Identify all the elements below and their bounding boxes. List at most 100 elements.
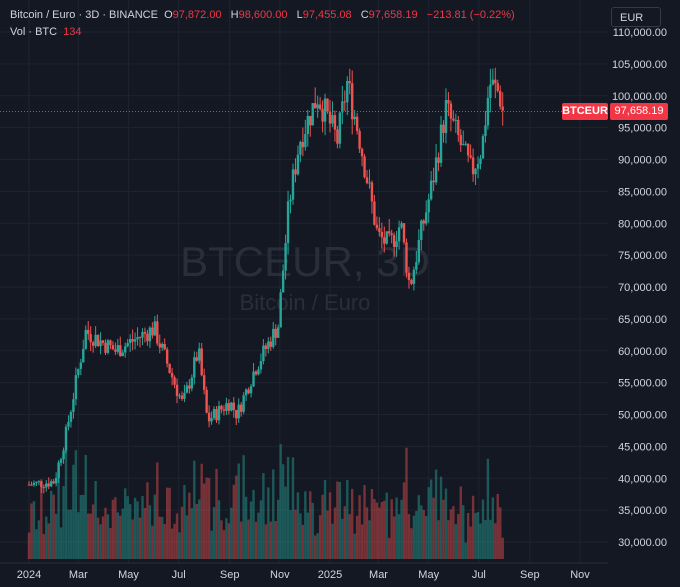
candle-body [425,212,428,224]
candle-body [338,112,342,144]
candle-body [412,269,416,284]
volume-bar [170,528,174,559]
candle-body [237,404,240,419]
volume-bar [417,495,421,559]
volume-bar [272,469,275,559]
volume-bar [59,527,63,559]
candle-body [168,363,171,374]
volume-bar [220,520,223,559]
volume-bar [222,530,226,559]
volume-bar [99,524,102,559]
volume-bar [239,521,243,559]
candle-body [427,199,430,213]
volume-bar [96,517,100,559]
candle-body [143,332,147,334]
y-tick-label: 55,000.00 [618,378,667,390]
candle-body [45,483,48,488]
candle-body [220,405,223,410]
candle-body [77,368,80,376]
candle-body [225,403,228,411]
currency-button[interactable]: EUR [611,7,661,27]
watermark-ticker: BTCEUR, 3D [180,238,430,285]
volume-bar [474,512,477,559]
volume-bar [165,487,169,559]
volume-bar [469,526,472,559]
candle-body [227,403,231,411]
volume-bar [161,516,164,559]
volume-bar [476,512,480,559]
volume-bar [69,509,73,559]
volume-bar [40,479,43,559]
volume-bar [210,530,213,559]
volume-bar [388,537,391,559]
candle-body [373,201,376,225]
candle-body [57,462,60,478]
x-tick-label: Nov [270,569,290,581]
candle-body [106,340,110,353]
volume-bar [466,512,470,559]
volume-bar [333,507,337,559]
candle-body [447,100,450,104]
candle-body [121,352,124,357]
volume-bar [378,507,381,559]
candle-body [215,409,218,421]
y-tick-label: 60,000.00 [618,346,667,358]
volume-bar [397,514,401,559]
volume-label[interactable]: Vol · BTC [10,26,58,38]
candle-body [195,357,198,361]
candle-body [235,409,238,419]
candle-body [175,384,179,397]
candle-body [96,334,100,347]
volume-bar [444,488,448,559]
candle-body [420,220,423,240]
candle-body [405,242,408,273]
volume-bar [30,503,33,559]
volume-bar [304,491,307,559]
volume-bar [235,475,238,559]
candle-body [141,332,144,338]
y-tick-label: 65,000.00 [618,314,667,326]
volume-bar [264,524,268,559]
candle-body [481,136,485,159]
candle-body [496,83,499,92]
candle-body [484,125,487,137]
candle-body [402,223,406,243]
time-axis[interactable]: 2024 Mar May Jul Sep Nov 2025 Mar May Jul Sep Nov [0,562,608,581]
candle-body [407,272,411,280]
change-value: −213.81 (−0.22%) [426,9,515,21]
candles [27,67,504,494]
volume-bar [281,464,285,559]
candle-body [111,345,115,350]
volume-bar [64,446,68,559]
y-tick-label: 110,000.00 [613,27,667,39]
candle-body [59,459,63,463]
candle-body [417,239,421,263]
volume-bar [106,514,110,559]
candle-body [64,426,68,451]
volume-bar [119,515,122,559]
volume-bar [50,490,53,559]
candle-body [257,369,260,375]
candle-body [457,119,460,136]
price-tag-value: 97,658.19 [610,103,668,120]
volume-bar [457,514,460,559]
price-axis[interactable]: 110,000.00 105,000.00 100,000.00 95,000.00 9… [612,27,667,549]
candle-body [358,130,361,149]
candle-body [119,345,122,357]
chart-legend: Bitcoin / Euro · 3D · BINANCE O97,872.00… [10,9,521,21]
volume-bar [247,519,250,559]
volume-bar [449,509,453,559]
candle-body [252,371,255,387]
candle-body [464,143,467,145]
candle-body [269,341,272,347]
volume-bar [276,499,280,559]
volume-bar [133,497,137,559]
volume-value: 134 [63,26,82,38]
candle-body [311,103,314,126]
volume-bar [299,513,302,559]
volume-bar [232,484,235,559]
candle-body [198,348,201,361]
volume-bar [259,500,263,559]
symbol-line[interactable]: Bitcoin / Euro · 3D · BINANCE [10,9,158,21]
